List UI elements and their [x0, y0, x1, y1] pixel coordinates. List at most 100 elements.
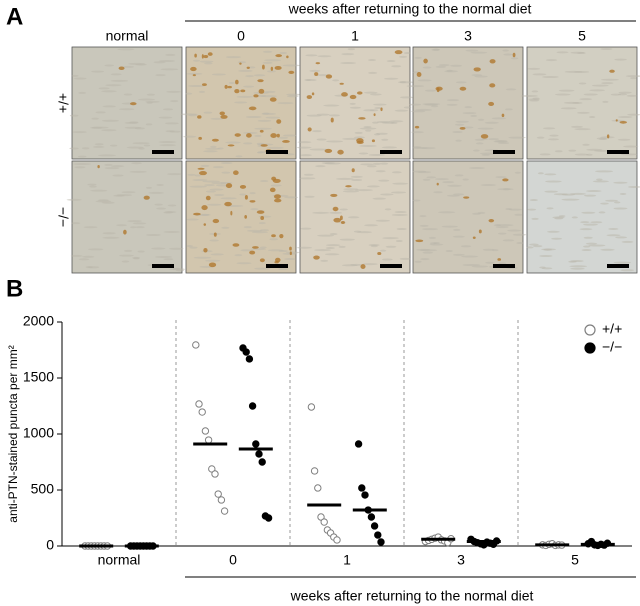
data-point [248, 402, 257, 410]
scale-bar [493, 264, 515, 268]
stain-spot [315, 62, 321, 65]
texture [220, 197, 237, 200]
texture [284, 196, 299, 199]
texture [145, 123, 153, 126]
stain-spot [258, 88, 265, 94]
texture [570, 267, 585, 270]
texture [455, 81, 467, 84]
stain-spot [276, 119, 282, 124]
stain-spot [199, 171, 207, 176]
stain-spot [248, 106, 257, 111]
texture [454, 123, 465, 126]
stain-spot [488, 101, 495, 107]
stain-spot [274, 65, 282, 70]
texture [602, 100, 609, 103]
texture [422, 228, 438, 231]
texture [366, 185, 380, 188]
texture [579, 98, 593, 101]
texture [414, 108, 433, 111]
stain-spot [337, 149, 344, 155]
texture [78, 258, 90, 261]
texture [340, 62, 357, 65]
texture [165, 53, 176, 56]
texture [461, 255, 479, 258]
stain-spot [286, 55, 289, 59]
texture [225, 141, 241, 144]
texture [471, 74, 483, 77]
texture [116, 224, 127, 227]
texture [129, 121, 139, 124]
texture [207, 203, 222, 206]
texture [431, 105, 439, 108]
column-label: 5 [578, 28, 586, 44]
texture [539, 254, 553, 257]
stain-spot [459, 86, 467, 91]
texture [442, 181, 455, 184]
stain-spot [212, 218, 220, 224]
stain-spot [227, 85, 232, 89]
texture [92, 126, 109, 129]
texture [561, 193, 576, 196]
texture [71, 74, 79, 77]
texture [570, 260, 584, 263]
texture [162, 108, 174, 111]
stain-spot [358, 117, 366, 120]
texture [358, 152, 369, 155]
stain-spot [256, 210, 265, 214]
texture [503, 53, 513, 56]
data-point [354, 440, 363, 448]
stain-spot [330, 193, 338, 197]
texture [169, 268, 186, 271]
texture [95, 111, 106, 114]
stain-spot [197, 115, 202, 119]
texture [325, 244, 341, 247]
texture [286, 93, 301, 96]
texture [163, 230, 180, 233]
texture [558, 89, 575, 92]
stain-spot [423, 58, 428, 64]
stain-spot [197, 167, 205, 170]
stain-spot [289, 251, 292, 256]
x-tick-label: 1 [343, 552, 351, 568]
texture [306, 114, 322, 117]
texture [266, 146, 284, 149]
texture [228, 81, 235, 84]
texture [343, 188, 359, 191]
data-point [255, 450, 263, 458]
texture [91, 117, 99, 120]
texture [363, 91, 378, 94]
texture [131, 162, 142, 165]
stain-spot [211, 138, 219, 142]
stain-spot [198, 136, 202, 140]
texture [102, 236, 120, 239]
texture [132, 142, 150, 145]
texture [582, 245, 591, 248]
stain-spot [275, 54, 282, 58]
texture [329, 233, 338, 236]
stain-spot [260, 144, 268, 147]
stain-spot [371, 139, 375, 143]
stain-spot [203, 247, 208, 253]
texture [78, 91, 87, 94]
texture [166, 90, 181, 93]
texture [119, 254, 134, 257]
texture [163, 211, 173, 214]
texture [362, 263, 378, 266]
texture [167, 204, 177, 207]
texture [574, 153, 589, 156]
texture [441, 225, 458, 228]
texture [111, 165, 125, 168]
texture [158, 116, 173, 119]
texture [433, 241, 440, 244]
texture [104, 64, 115, 67]
texture [192, 179, 208, 182]
stain-spot [233, 170, 239, 176]
texture [98, 87, 110, 90]
data-point [217, 496, 226, 504]
texture [204, 184, 215, 187]
texture [583, 236, 593, 239]
texture [378, 179, 390, 182]
texture [353, 136, 366, 139]
texture [138, 147, 145, 150]
